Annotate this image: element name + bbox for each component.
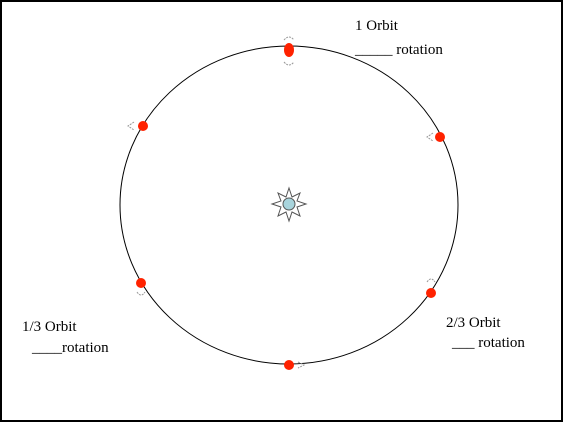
- label-line: 1 Orbit: [355, 18, 399, 34]
- label-line: ____rotation: [31, 340, 109, 356]
- label-line: 1/3 Orbit: [22, 319, 77, 335]
- earth-positions: [136, 43, 445, 370]
- sun: [270, 186, 308, 223]
- rotation-arrows: [127, 36, 436, 369]
- label-line: _____ rotation: [354, 42, 443, 58]
- label-line: 2/3 Orbit: [446, 315, 501, 331]
- label-line: ___ rotation: [451, 335, 525, 351]
